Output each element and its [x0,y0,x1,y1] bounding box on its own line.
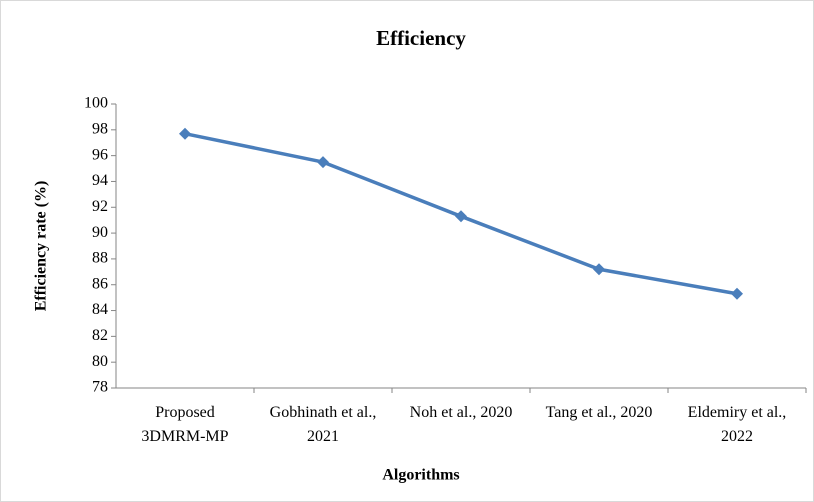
marker [455,210,467,223]
marker [317,156,329,169]
chart-title: Efficiency [376,26,466,50]
marker [179,127,191,140]
y-tick-label: 78 [92,379,108,396]
y-tick-label: 100 [84,95,108,112]
y-axis-title: Efficiency rate (%) [33,181,50,312]
marker [731,287,743,300]
x-tick-label: Proposed 3DMRM-MP [141,404,229,445]
y-tick-label: 80 [92,353,108,370]
x-tick-label: Noh et al., 2020 [409,404,513,421]
y-tick-label: 88 [92,250,108,267]
y-tick-label: 84 [92,301,108,318]
y-tick-label: 98 [92,120,108,137]
y-tick-label: 86 [92,275,108,292]
marker [593,263,605,276]
y-tick-label: 96 [92,146,108,163]
y-tick-label: 90 [92,224,108,241]
y-tick-label: 82 [92,327,108,344]
y-tick-label: 92 [92,198,108,215]
x-axis-title: Algorithms [382,467,459,484]
y-tick-label: 94 [92,172,108,189]
x-tick-label: Tang et al., 2020 [545,404,653,421]
x-tick-label: Eldemiry et al., 2022 [687,404,787,445]
x-tick-label: Gobhinath et al., 2021 [269,404,377,445]
